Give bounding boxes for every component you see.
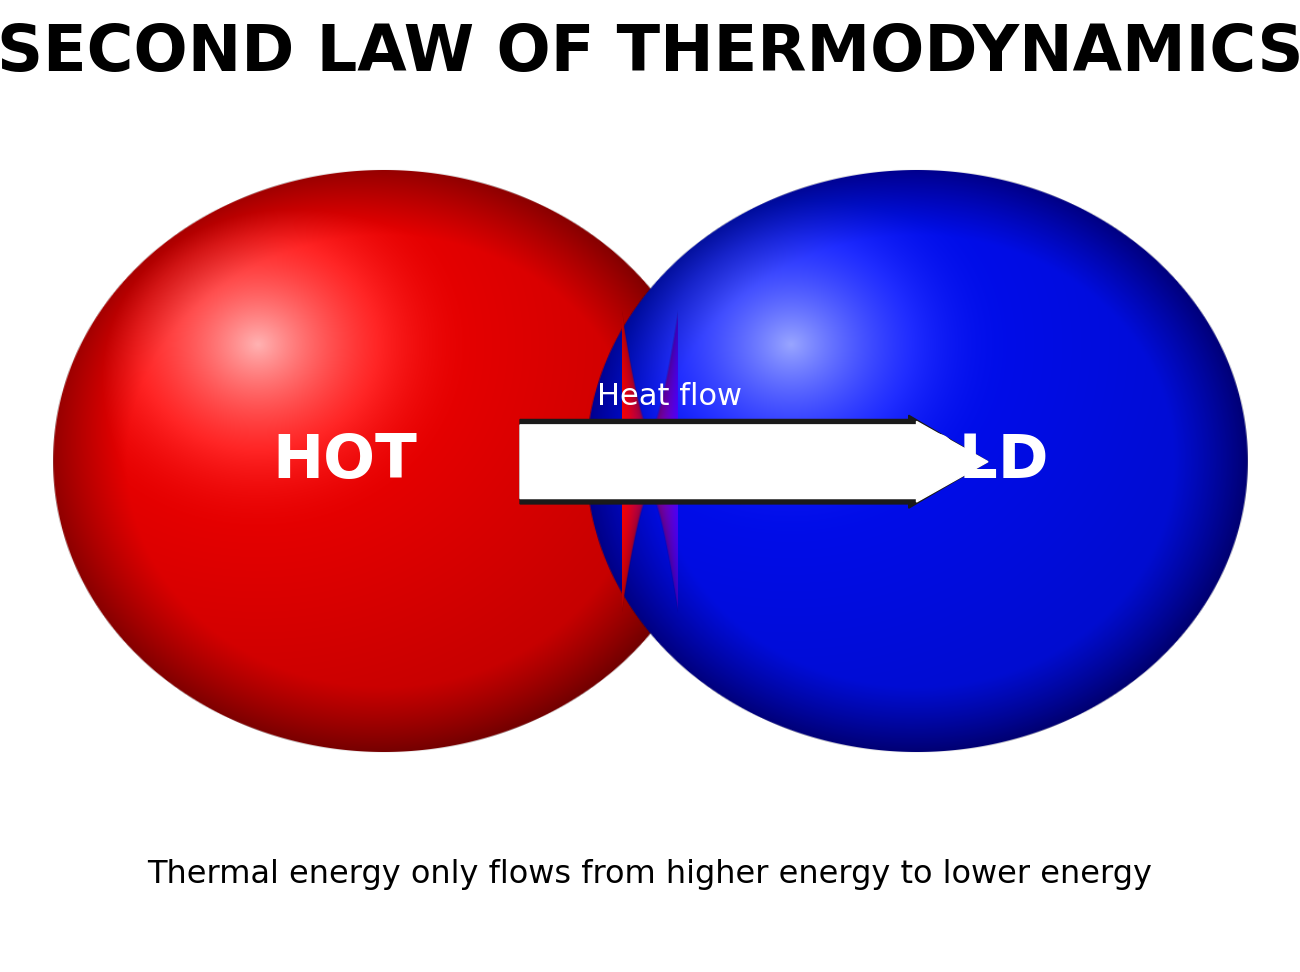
Text: SECOND LAW OF THERMODYNAMICS: SECOND LAW OF THERMODYNAMICS (0, 22, 1300, 85)
FancyArrow shape (520, 422, 988, 502)
Text: Heat flow: Heat flow (597, 382, 742, 411)
Text: HOT: HOT (272, 433, 417, 491)
FancyArrow shape (520, 415, 988, 508)
Text: Thermal energy only flows from higher energy to lower energy: Thermal energy only flows from higher en… (147, 859, 1153, 890)
Text: COLD: COLD (862, 433, 1049, 491)
